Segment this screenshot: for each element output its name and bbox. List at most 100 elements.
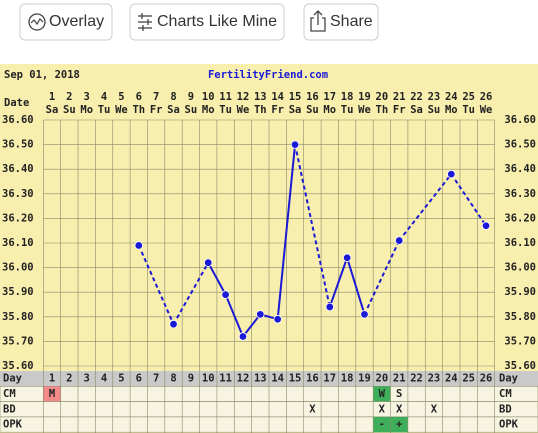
- temp-connector: [207, 262, 227, 296]
- weekday: Th: [254, 104, 267, 116]
- day-number: 3: [84, 91, 90, 103]
- cell-text: W: [379, 388, 386, 400]
- weekday: Sa: [289, 104, 302, 116]
- day-cell: 20: [376, 373, 389, 385]
- temp-connector: [398, 173, 453, 242]
- y-tick-label: 35.60: [2, 360, 34, 372]
- cell-text: -: [379, 419, 385, 431]
- y2-tick-label: 36.60: [504, 114, 536, 126]
- cell-text: S: [396, 388, 402, 400]
- day-number: 22: [410, 91, 423, 103]
- cell-text: +: [396, 419, 402, 431]
- weekday: Mo: [202, 104, 215, 116]
- day-number: 2: [66, 91, 72, 103]
- day-cell: 16: [306, 373, 319, 385]
- day-number: 5: [118, 91, 124, 103]
- cell-text: X: [431, 403, 438, 415]
- day-cell: 18: [341, 373, 354, 385]
- overlay-icon: [30, 18, 44, 26]
- day-cell: 24: [445, 373, 458, 385]
- y-tick-label: 36.10: [2, 237, 34, 249]
- day-cell: 2: [66, 373, 72, 385]
- charts-like-mine-button[interactable]: [129, 3, 285, 41]
- day-cell: 14: [271, 373, 284, 385]
- y-tick-label: 35.90: [2, 286, 34, 298]
- temp-connector: [242, 313, 262, 338]
- day-number: 13: [254, 91, 267, 103]
- weekday: Tu: [98, 104, 111, 116]
- day-cell: 7: [153, 373, 159, 385]
- cell-text: M: [49, 388, 55, 400]
- day-row-label: Day: [499, 373, 519, 385]
- temp-point: [325, 302, 334, 312]
- weekday: Fr: [150, 104, 163, 116]
- day-cell: 26: [480, 373, 493, 385]
- day-number: 21: [393, 91, 406, 103]
- y-tick-label: 36.60: [2, 114, 34, 126]
- day-cell: 1: [49, 373, 55, 385]
- y2-tick-label: 35.90: [504, 286, 536, 298]
- weekday: Fr: [393, 104, 406, 116]
- y-tick-label: 36.30: [2, 188, 34, 200]
- temp-point: [360, 310, 369, 319]
- day-number: 4: [101, 91, 107, 103]
- day-number: 23: [428, 91, 441, 103]
- day-cell: 10: [202, 373, 215, 385]
- sliders-icon: [138, 13, 152, 31]
- overlay-button[interactable]: [19, 3, 113, 41]
- weekday: Su: [63, 104, 76, 116]
- day-number: 24: [445, 91, 458, 103]
- y2-tick-label: 35.60: [504, 360, 536, 372]
- share-label: Share: [330, 13, 373, 30]
- weekday: Th: [376, 104, 389, 116]
- temp-point: [204, 258, 213, 267]
- day-number: 14: [271, 91, 284, 103]
- temp-point: [221, 290, 230, 299]
- date-row-label: Date: [4, 97, 29, 109]
- day-number: 26: [480, 91, 493, 103]
- overlay-icon: [28, 13, 46, 31]
- day-cell: 4: [101, 373, 107, 385]
- row-label: BD: [3, 403, 16, 415]
- day-number: 8: [170, 91, 176, 103]
- day-number: 16: [306, 91, 319, 103]
- day-cell: 8: [170, 373, 176, 385]
- weekday: Sa: [410, 104, 423, 116]
- cell-text: X: [396, 403, 403, 415]
- weekday: Mo: [323, 104, 336, 116]
- day-cell: 22: [410, 373, 423, 385]
- cell-fill: [390, 416, 408, 433]
- temp-point: [256, 310, 265, 319]
- weekday: Mo: [445, 104, 458, 116]
- chart: 1Sa2Su3Mo4Tu5We6Th7Fr8Sa9Su10Mo11Tu12We1…: [0, 91, 538, 433]
- day-number: 19: [358, 91, 371, 103]
- row-label: OPK: [499, 419, 519, 431]
- day-cell: 5: [118, 373, 124, 385]
- day-number: 7: [153, 91, 159, 103]
- weekday: We: [480, 104, 493, 116]
- day-number: 1: [49, 91, 55, 103]
- day-number: 20: [376, 91, 389, 103]
- row-label: OPK: [3, 419, 23, 431]
- day-cell: 12: [237, 373, 250, 385]
- temp-point: [290, 140, 300, 149]
- weekday: Su: [428, 104, 441, 116]
- weekday: Tu: [462, 104, 475, 116]
- cell-fill: [373, 386, 391, 402]
- day-number: 11: [219, 91, 232, 103]
- day-number: 15: [289, 91, 302, 103]
- row-label: CM: [499, 388, 512, 400]
- chart-date: Sep 01, 2018: [4, 69, 80, 81]
- temp-connector: [224, 294, 244, 337]
- row-label: CM: [3, 388, 16, 400]
- day-number: 18: [341, 91, 354, 103]
- row-label: BD: [499, 403, 512, 415]
- day-number: 25: [462, 91, 475, 103]
- day-number: 6: [136, 91, 142, 103]
- weekday: Mo: [80, 104, 93, 116]
- cell-text: X: [309, 403, 316, 415]
- weekday: We: [358, 104, 371, 116]
- day-cell: 23: [428, 373, 441, 385]
- day-cell: 25: [462, 373, 475, 385]
- temp-point: [134, 241, 143, 250]
